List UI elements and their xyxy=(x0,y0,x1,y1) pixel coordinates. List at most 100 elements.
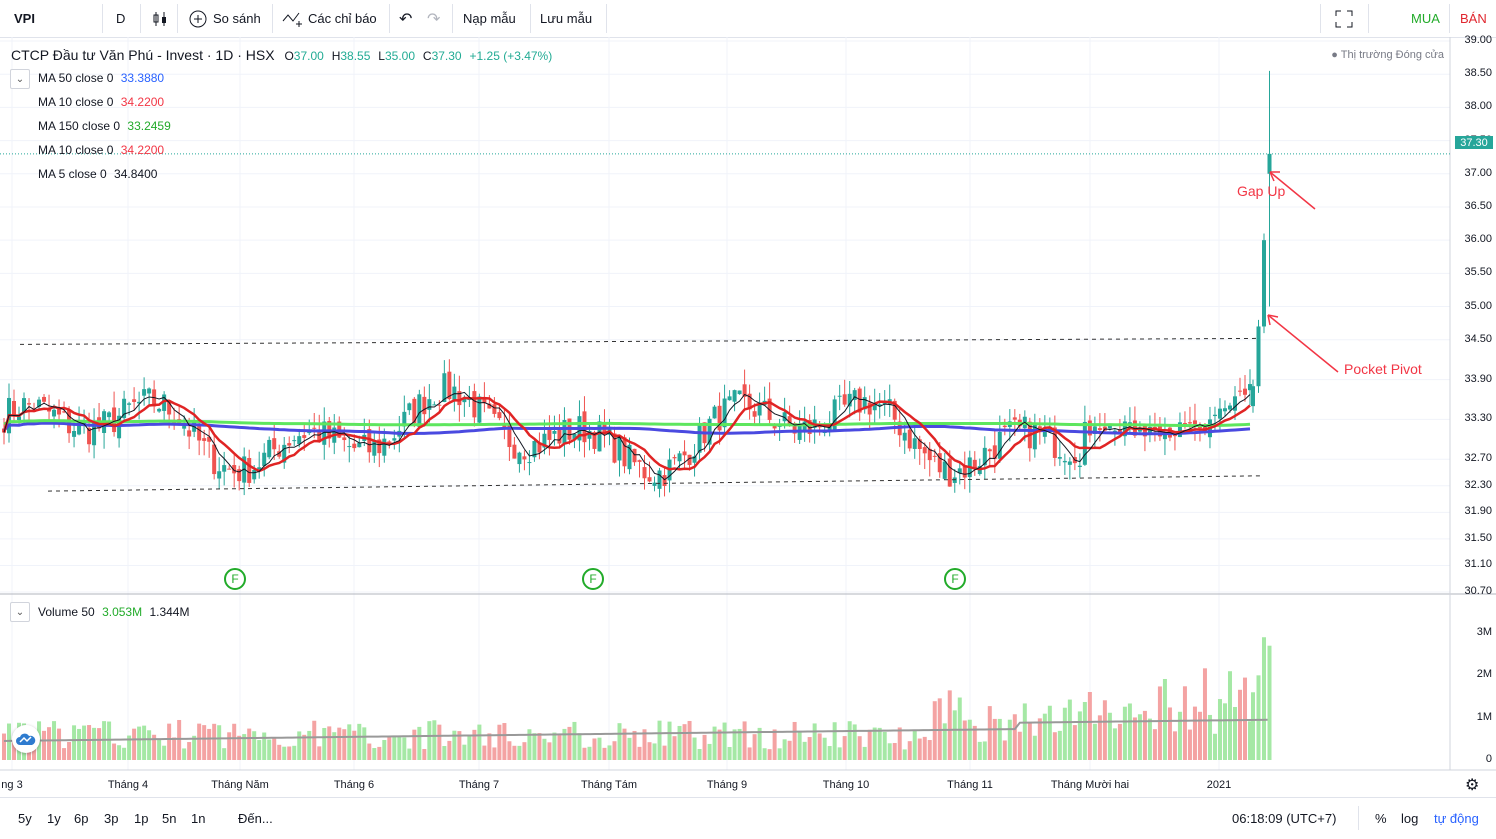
volume-bar xyxy=(892,742,897,760)
volume-bar xyxy=(47,727,52,760)
volume-bar xyxy=(212,723,217,760)
candle-body xyxy=(497,412,502,419)
volume-bar xyxy=(1017,731,1022,760)
range-button-5n[interactable]: 5n xyxy=(162,810,177,826)
ma-legend-item[interactable]: MA 50 close 0 33.3880 xyxy=(38,71,164,85)
percent-label: % xyxy=(1375,810,1387,826)
volume-bar xyxy=(432,720,437,760)
collapse-legend-button[interactable]: ⌄ xyxy=(10,69,30,89)
collapse-volume-button[interactable]: ⌄ xyxy=(10,602,30,622)
range-button-6p[interactable]: 6p xyxy=(74,810,89,826)
log-toggle[interactable]: log xyxy=(1401,798,1418,838)
candle-body xyxy=(212,444,217,475)
volume-bar xyxy=(502,723,507,760)
volume-bar xyxy=(992,718,997,760)
volume-bar xyxy=(667,721,672,760)
candle-body xyxy=(627,444,632,470)
ma-legend-item[interactable]: MA 10 close 0 34.2200 xyxy=(38,95,164,109)
volume-bar xyxy=(522,742,527,760)
volume-bar xyxy=(262,732,267,760)
price-chart[interactable] xyxy=(0,37,1496,797)
financial-event-marker[interactable]: F xyxy=(582,568,604,590)
save-template-button[interactable]: Lưu mẫu xyxy=(540,0,592,37)
sell-button[interactable]: BÁN xyxy=(1460,0,1487,37)
top-toolbar: VPI D So sánh Các chỉ báo ↶ ↷ Nạp mẫu Lư… xyxy=(0,0,1496,38)
candle-body xyxy=(712,406,717,419)
candle-body xyxy=(1227,405,1232,410)
volume-bar xyxy=(107,721,112,760)
volume-value: 3.053M xyxy=(102,605,143,619)
volume-bar xyxy=(1092,723,1097,760)
volume-bar xyxy=(547,742,552,760)
candle-body xyxy=(642,467,647,479)
time-tick: Tháng 10 xyxy=(822,779,870,791)
range-button-3p[interactable]: 3p xyxy=(104,810,119,826)
range-button-1y[interactable]: 1y xyxy=(47,810,61,826)
candle-body xyxy=(1087,420,1092,436)
time-tick: Tháng Năm xyxy=(211,779,269,791)
price-tick: 38.50 xyxy=(1464,67,1492,80)
range-button-1n[interactable]: 1n xyxy=(191,810,206,826)
ohlc-low: L35.00 xyxy=(378,49,416,63)
candle-body xyxy=(62,411,67,413)
candle-body xyxy=(522,456,527,460)
financial-event-marker[interactable]: F xyxy=(224,568,246,590)
range-button-5y[interactable]: 5y xyxy=(18,810,32,826)
volume-bar xyxy=(392,736,397,760)
candle-body xyxy=(927,448,932,461)
symbol-search[interactable]: VPI xyxy=(14,0,35,37)
divider xyxy=(1320,4,1321,33)
volume-bar xyxy=(1117,723,1122,760)
candle-body xyxy=(807,420,812,435)
volume-bar xyxy=(582,747,587,760)
candle-body xyxy=(637,460,642,462)
undo-button[interactable]: ↶ xyxy=(399,0,412,37)
tradingview-logo[interactable] xyxy=(12,725,40,753)
indicators-button[interactable]: Các chỉ báo xyxy=(282,0,377,37)
compare-button[interactable]: So sánh xyxy=(189,0,261,37)
interval-button[interactable]: D xyxy=(116,0,125,37)
volume-bar xyxy=(612,741,617,760)
volume-ma-line xyxy=(3,718,1268,742)
volume-bar xyxy=(147,730,152,760)
candle-body xyxy=(1267,153,1272,174)
volume-bar xyxy=(482,745,487,760)
ma-legend-item[interactable]: MA 5 close 0 34.8400 xyxy=(38,167,157,181)
chart-type-button[interactable] xyxy=(151,0,169,37)
volume-bar xyxy=(922,736,927,760)
candle-body xyxy=(462,397,467,403)
volume-bar xyxy=(257,740,262,760)
candle-body xyxy=(1042,430,1047,437)
candle-body xyxy=(187,430,192,437)
timezone-clock[interactable]: 06:18:09 (UTC+7) xyxy=(1232,798,1336,838)
volume-bar xyxy=(57,728,62,760)
redo-button[interactable]: ↷ xyxy=(427,0,440,37)
buy-button[interactable]: MUA xyxy=(1411,0,1440,37)
volume-bar xyxy=(1142,710,1147,760)
fullscreen-button[interactable] xyxy=(1335,0,1353,37)
gap-up-annotation[interactable]: Gap Up xyxy=(1237,183,1286,199)
financial-event-marker[interactable]: F xyxy=(944,568,966,590)
volume-bar xyxy=(752,734,757,760)
settings-gear-icon[interactable]: ⚙ xyxy=(1465,777,1480,794)
load-template-button[interactable]: Nạp mẫu xyxy=(463,0,516,37)
percent-toggle[interactable]: % xyxy=(1375,798,1387,838)
auto-scale-toggle[interactable]: tự động xyxy=(1434,798,1479,838)
pocket-pivot-annotation[interactable]: Pocket Pivot xyxy=(1344,361,1422,377)
candle-body xyxy=(412,398,417,424)
volume-bar xyxy=(1057,730,1062,760)
volume-bar xyxy=(12,737,17,760)
volume-bar xyxy=(907,741,912,760)
volume-bar xyxy=(92,727,97,760)
goto-date-button[interactable]: Đến... xyxy=(238,798,273,838)
ma-legend-item[interactable]: MA 10 close 0 34.2200 xyxy=(38,143,164,157)
ma-legend-item[interactable]: MA 150 close 0 33.2459 xyxy=(38,119,171,133)
volume-bar xyxy=(72,725,77,760)
range-button-1p[interactable]: 1p xyxy=(134,810,149,826)
price-tick: 36.00 xyxy=(1464,233,1492,246)
candle-body xyxy=(27,403,32,405)
candle-body xyxy=(952,477,957,483)
candle-body xyxy=(1232,396,1237,411)
candle-body xyxy=(447,371,452,400)
ohlc-change: +1.25 (+3.47%) xyxy=(469,49,553,63)
